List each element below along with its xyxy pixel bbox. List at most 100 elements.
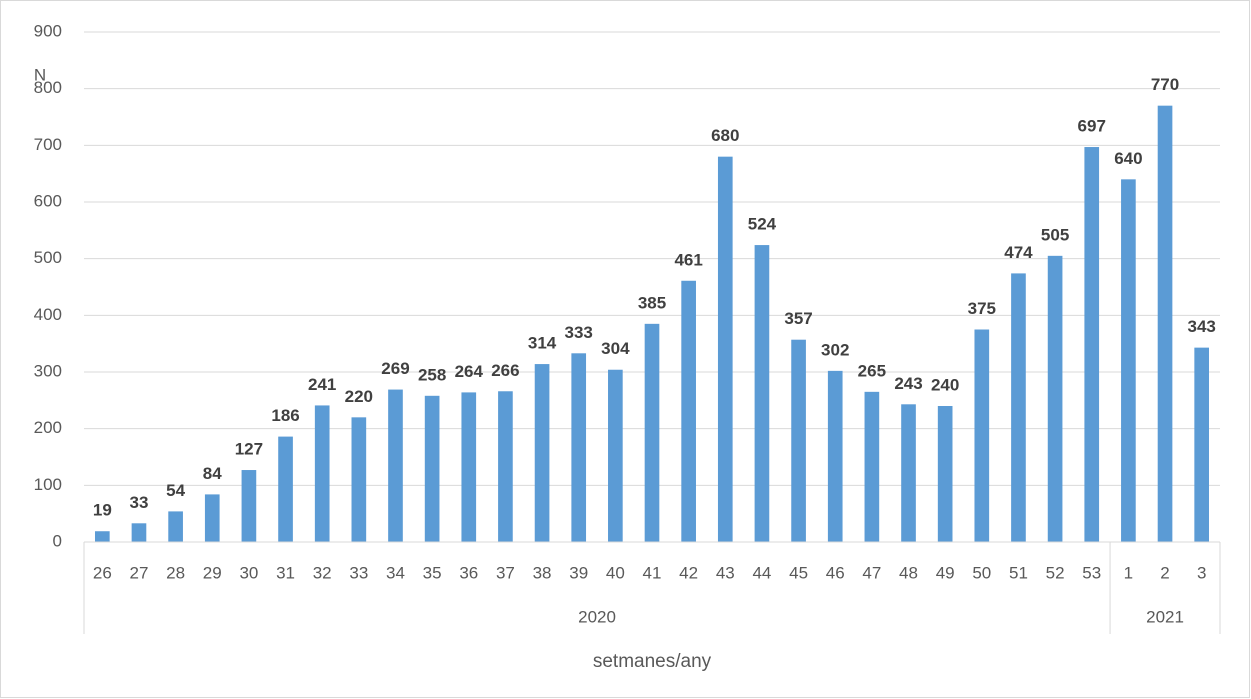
x-tick-label: 51 [1009,563,1028,582]
value-label: 680 [711,126,739,145]
x-tick-label: 41 [643,563,662,582]
y-tick-label: 400 [34,305,62,324]
value-label: 186 [271,406,299,425]
bar [571,353,587,542]
value-label: 304 [601,339,630,358]
bar [278,436,293,542]
x-tick-label: 3 [1197,563,1206,582]
x-group-label: 2020 [578,607,616,626]
value-label: 220 [345,387,373,406]
bar [827,370,843,542]
value-label: 375 [968,299,996,318]
x-tick-label: 42 [679,563,698,582]
x-tick-label: 40 [606,563,625,582]
bar [204,494,220,542]
bar [241,470,257,542]
x-tick-label: 45 [789,563,808,582]
bar [461,392,477,542]
bar [608,369,623,542]
y-tick-label: 100 [34,475,62,494]
value-label: 264 [455,362,484,381]
value-label: 265 [858,361,886,380]
x-tick-label: 47 [862,563,881,582]
value-label: 302 [821,340,849,359]
x-tick-label: 28 [166,563,185,582]
x-tick-label: 32 [313,563,332,582]
value-label: 266 [491,361,519,380]
x-tick-label: 52 [1046,563,1065,582]
bar [424,395,440,542]
x-axis-label: setmanes/any [593,651,712,672]
value-label: 333 [565,323,593,342]
bar [717,156,733,542]
x-tick-label: 44 [752,563,771,582]
x-tick-label: 26 [93,563,112,582]
value-label: 524 [748,215,777,234]
bar [1047,255,1063,543]
bar [974,329,990,542]
value-label: 54 [166,481,185,500]
bar [1121,179,1136,543]
x-tick-label: 31 [276,563,295,582]
bar [1194,347,1210,542]
bar [937,406,953,542]
bar [644,323,660,542]
x-tick-label: 37 [496,563,515,582]
y-tick-label: 800 [34,78,62,97]
bar [131,523,147,542]
value-label: 33 [130,493,149,512]
x-tick-label: 46 [826,563,845,582]
value-label: 505 [1041,225,1069,244]
value-label: 127 [235,440,263,459]
bar [681,280,696,542]
value-label: 84 [203,464,222,483]
value-label: 314 [528,334,557,353]
value-label: 770 [1151,75,1179,94]
y-tick-label: 600 [34,191,62,210]
value-label: 461 [674,250,702,269]
x-tick-label: 30 [239,563,258,582]
value-label: 243 [894,374,922,393]
value-label: 640 [1114,149,1142,168]
x-tick-label: 2 [1160,563,1169,582]
x-tick-label: 43 [716,563,735,582]
value-label: 241 [308,375,336,394]
bar [94,531,110,542]
x-tick-label: 29 [203,563,222,582]
y-tick-label: 0 [53,531,62,550]
bar [351,417,367,542]
value-label: 697 [1078,117,1106,136]
bar [314,405,330,542]
x-tick-label: 48 [899,563,918,582]
bar [754,245,770,543]
value-label: 240 [931,375,959,394]
x-tick-label: 35 [423,563,442,582]
value-label: 258 [418,365,446,384]
bar [388,389,403,542]
x-tick-label: 50 [972,563,991,582]
x-tick-label: 36 [459,563,478,582]
y-tick-label: 700 [34,135,62,154]
bar [498,391,513,542]
x-tick-label: 38 [533,563,552,582]
x-tick-label: 53 [1082,563,1101,582]
x-tick-label: 34 [386,563,405,582]
x-tick-label: 33 [349,563,368,582]
x-tick-label: 39 [569,563,588,582]
bar [1011,273,1026,542]
value-label: 343 [1187,317,1215,336]
x-group-label: 2021 [1146,607,1184,626]
bar [864,391,880,542]
bar [1084,147,1100,543]
bar [168,511,183,542]
value-label: 19 [93,501,112,520]
y-tick-label: 200 [34,418,62,437]
x-tick-label: 27 [130,563,149,582]
value-label: 474 [1004,243,1033,262]
x-tick-label: 1 [1124,563,1133,582]
bar [1157,105,1173,543]
bar [791,339,806,542]
x-tick-label: 49 [936,563,955,582]
